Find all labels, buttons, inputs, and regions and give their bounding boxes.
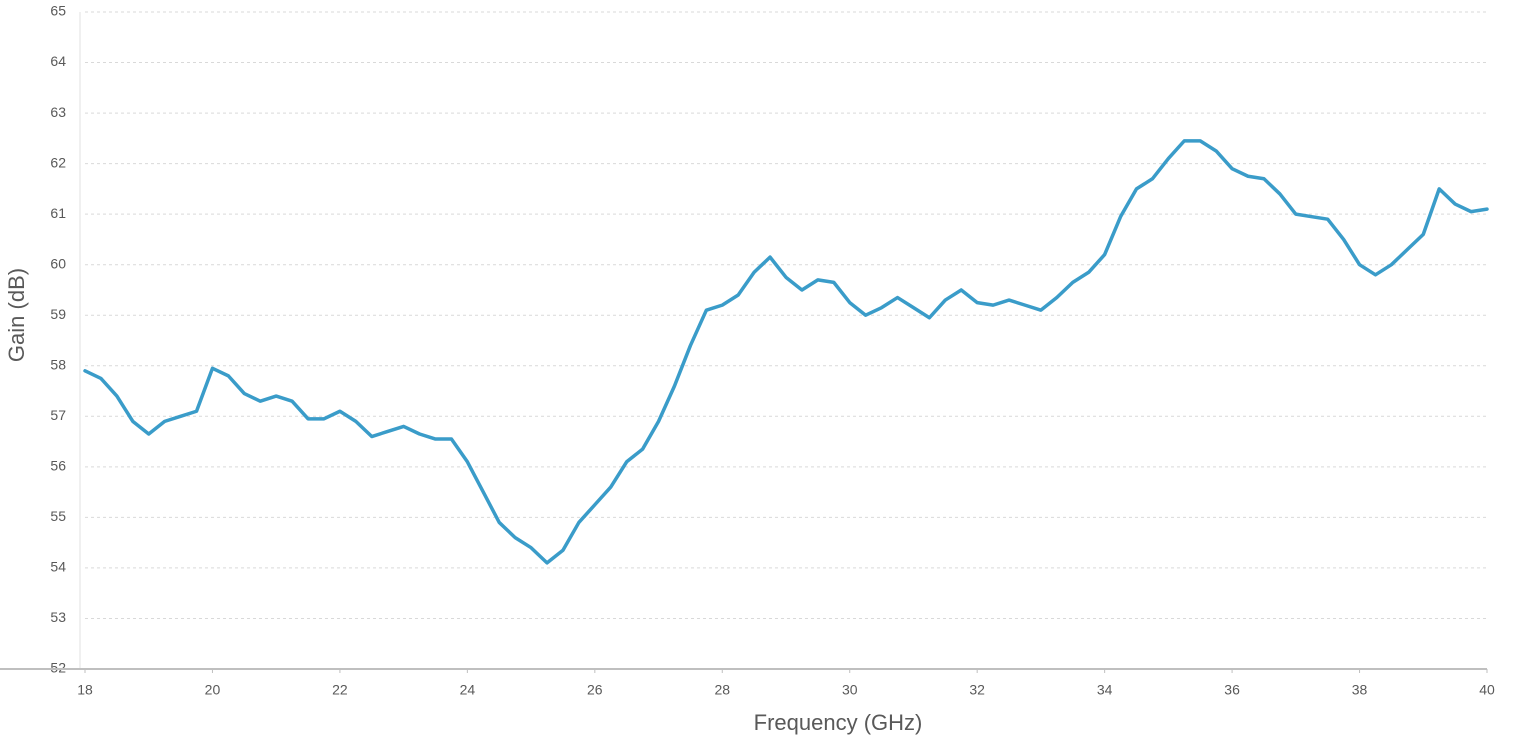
y-tick-label: 63 [50, 104, 66, 120]
y-tick-label: 53 [50, 609, 66, 625]
x-tick-label: 30 [842, 682, 858, 698]
y-tick-label: 59 [50, 306, 66, 322]
x-tick-label: 24 [460, 682, 476, 698]
x-tick-label: 28 [714, 682, 730, 698]
y-tick-label: 56 [50, 458, 66, 474]
y-tick-label: 57 [50, 407, 66, 423]
y-tick-label: 64 [50, 53, 66, 69]
x-tick-label: 36 [1224, 682, 1240, 698]
x-tick-label: 38 [1352, 682, 1368, 698]
x-tick-label: 40 [1479, 682, 1495, 698]
y-tick-label: 54 [50, 559, 66, 575]
x-axis-title: Frequency (GHz) [754, 710, 923, 735]
y-tick-label: 58 [50, 356, 66, 372]
x-tick-label: 32 [969, 682, 985, 698]
y-tick-label: 52 [50, 660, 66, 676]
x-tick-label: 26 [587, 682, 603, 698]
y-tick-label: 61 [50, 205, 66, 221]
x-tick-label: 18 [77, 682, 93, 698]
y-axis-title: Gain (dB) [4, 268, 29, 362]
y-tick-label: 62 [50, 154, 66, 170]
y-tick-label: 55 [50, 508, 66, 524]
y-tick-label: 60 [50, 255, 66, 271]
x-tick-label: 20 [205, 682, 221, 698]
data-line [83, 139, 1489, 565]
x-tick-label: 22 [332, 682, 348, 698]
y-tick-label: 65 [50, 3, 66, 19]
x-tick-label: 34 [1097, 682, 1113, 698]
